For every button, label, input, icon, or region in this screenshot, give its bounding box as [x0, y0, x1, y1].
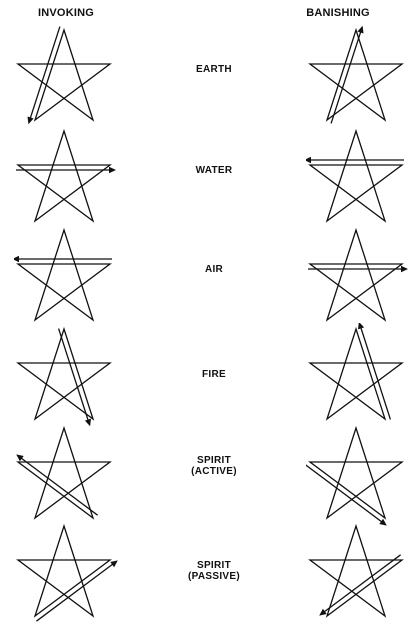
- tracing-stroke: [29, 26, 61, 120]
- pentagram-outline: [308, 523, 404, 618]
- element-label-spirit-passive: SPIRIT (PASSIVE): [160, 560, 268, 582]
- banishing-fire-pentagram: [306, 323, 410, 427]
- pentagram-icon: [308, 323, 404, 421]
- element-label-line: EARTH: [196, 64, 232, 75]
- pentagram-outline: [308, 425, 404, 520]
- arrowhead-icon: [27, 116, 34, 125]
- pentagram-icon: [308, 25, 404, 124]
- pentagram-row-air: AIR: [0, 224, 418, 328]
- pentagram-outline: [16, 326, 112, 421]
- arrowhead-icon: [84, 418, 91, 427]
- pentagram-icon: [14, 227, 112, 322]
- banishing-earth-pentagram: [306, 24, 410, 128]
- arrowhead-icon: [401, 265, 408, 273]
- element-label-line: (PASSIVE): [188, 571, 240, 582]
- element-label-line: (ACTIVE): [191, 466, 237, 477]
- arrowhead-icon: [16, 454, 24, 462]
- pentagram-icon: [16, 326, 112, 427]
- element-label-fire: FIRE: [160, 369, 268, 380]
- tracing-stroke: [19, 456, 98, 516]
- invoking-water-pentagram: [14, 125, 118, 229]
- tracing-stroke: [36, 562, 115, 622]
- pentagram-row-fire: FIRE: [0, 323, 418, 427]
- element-label-air: AIR: [160, 264, 268, 275]
- banishing-spirit-active-pentagram: [306, 422, 410, 526]
- pentagram-outline: [308, 27, 404, 122]
- pentagram-outline: [16, 425, 112, 520]
- arrowhead-icon: [306, 156, 311, 164]
- arrowhead-icon: [109, 166, 116, 174]
- tracing-stroke: [306, 464, 384, 524]
- pentagram-icon: [16, 425, 112, 520]
- pentagram-icon: [16, 128, 116, 223]
- pentagram-outline: [308, 326, 404, 421]
- invoking-spirit-active-pentagram: [14, 422, 118, 526]
- element-label-line: SPIRIT: [196, 560, 232, 571]
- banishing-header: BANISHING: [306, 7, 370, 19]
- element-label-water: WATER: [160, 165, 268, 176]
- pentagram-icon: [16, 26, 112, 125]
- invoking-air-pentagram: [14, 224, 118, 328]
- arrowhead-icon: [379, 518, 387, 526]
- element-label-line: SPIRIT: [196, 455, 232, 466]
- pentagram-outline: [308, 128, 404, 223]
- element-label-line: FIRE: [202, 369, 226, 380]
- tracing-stroke: [322, 554, 401, 614]
- tracing-stroke: [359, 326, 392, 420]
- arrowhead-icon: [14, 255, 19, 263]
- pentagram-outline: [16, 27, 112, 122]
- arrowhead-icon: [110, 560, 118, 568]
- invoking-fire-pentagram: [14, 323, 118, 427]
- banishing-spirit-passive-pentagram: [306, 520, 410, 624]
- pentagram-row-water: WATER: [0, 125, 418, 229]
- arrowhead-icon: [357, 25, 364, 34]
- pentagram-outline: [16, 128, 112, 223]
- invoking-header: INVOKING: [38, 7, 94, 19]
- banishing-air-pentagram: [306, 224, 410, 328]
- pentagram-row-spirit-passive: SPIRIT (PASSIVE): [0, 520, 418, 624]
- pentagram-row-spirit-active: SPIRIT (ACTIVE): [0, 422, 418, 526]
- pentagram-outline: [16, 523, 112, 618]
- arrowhead-icon: [358, 323, 365, 330]
- invoking-earth-pentagram: [14, 24, 118, 128]
- pentagram-icon: [308, 227, 408, 322]
- element-label-earth: EARTH: [160, 64, 268, 75]
- tracing-stroke: [330, 30, 362, 124]
- pentagram-icon: [16, 523, 118, 622]
- pentagram-outline: [308, 227, 404, 322]
- tracing-stroke: [57, 328, 90, 422]
- banishing-water-pentagram: [306, 125, 410, 229]
- element-label-line: WATER: [195, 165, 233, 176]
- arrowhead-icon: [319, 608, 327, 616]
- invoking-spirit-passive-pentagram: [14, 520, 118, 624]
- pentagram-outline: [16, 227, 112, 322]
- pentagram-icon: [306, 425, 404, 526]
- pentagram-row-earth: EARTH: [0, 24, 418, 128]
- pentagram-icon: [306, 128, 404, 223]
- element-label-spirit-active: SPIRIT (ACTIVE): [160, 455, 268, 477]
- pentagram-icon: [308, 523, 404, 618]
- element-label-line: AIR: [204, 264, 224, 275]
